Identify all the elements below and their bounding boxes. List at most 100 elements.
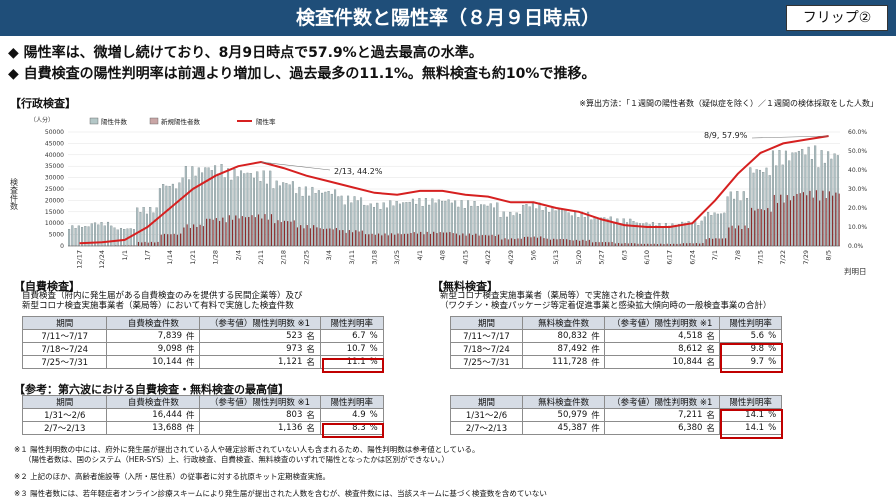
test-bar: [392, 205, 395, 247]
test-bar: [123, 228, 126, 247]
test-bar: [285, 183, 288, 247]
positive-bar: [637, 243, 639, 246]
test-bar: [191, 166, 194, 247]
positive-bar: [183, 227, 185, 246]
test-bar: [619, 223, 622, 247]
test-bar: [168, 186, 171, 247]
y-tick-label: 25000: [45, 186, 64, 193]
test-bar: [415, 203, 418, 247]
test-bar: [561, 209, 564, 247]
test-bar: [518, 213, 521, 247]
test-bar: [762, 172, 765, 247]
count-cell: 80,832: [521, 329, 591, 343]
x-tick-label: 7/8: [734, 250, 742, 260]
x-tick-label: 2/18: [280, 250, 288, 265]
period-cell: 7/25～7/31: [21, 355, 108, 369]
test-bar: [282, 182, 285, 247]
positive-bar: [614, 243, 616, 246]
test-bar: [171, 183, 174, 247]
positive-bar: [585, 240, 587, 246]
table-header-row: 期間 自費検査件数 （参考値）陽性判明数 ※1 陽性判明率: [21, 395, 385, 409]
positive-unit: 名: [305, 342, 321, 356]
positive-bar: [196, 226, 198, 246]
test-bar: [389, 200, 392, 247]
x-axis-label: 判明日: [844, 266, 867, 276]
test-bar: [746, 198, 749, 247]
positive-bar: [838, 193, 840, 246]
test-bar: [716, 213, 719, 247]
column-header: （参考値）陽性判明数 ※1: [604, 316, 721, 330]
positive-bar: [734, 228, 736, 246]
test-bar: [544, 207, 547, 247]
test-bar: [165, 185, 168, 247]
free-table: 期間 無料検査件数 （参考値）陽性判明数 ※1 陽性判明率 7/11～7/17 80,83…: [450, 316, 783, 369]
test-bar: [771, 150, 774, 247]
test-bar: [418, 198, 421, 247]
test-bar: [736, 191, 739, 247]
positive-bar: [150, 241, 153, 246]
y-tick-label: 20000: [45, 197, 64, 204]
test-bar: [778, 150, 781, 247]
x-tick-label: 3/4: [325, 250, 333, 260]
count-unit: 件: [590, 408, 606, 422]
positive-bar: [319, 228, 321, 246]
positive-bar: [617, 243, 620, 246]
positive-cell: 10,844: [604, 355, 706, 369]
test-bar: [249, 173, 252, 247]
positive-bar: [157, 241, 159, 246]
test-bar: [794, 152, 797, 247]
test-bar: [363, 204, 366, 247]
positive-cell: 6,380: [604, 421, 706, 435]
footnote-3: ※３ 陽性者数には、若年軽症者オンライン診療スキームにより発生届が提出された人数…: [14, 489, 547, 498]
positive-bar: [309, 228, 311, 246]
positive-bar: [277, 220, 279, 246]
test-bar: [136, 207, 139, 247]
test-bar: [175, 188, 178, 247]
positive-bar: [248, 216, 250, 246]
positive-bar: [212, 219, 214, 246]
test-bar: [324, 191, 327, 247]
test-bar: [548, 212, 551, 247]
test-bar: [784, 150, 787, 247]
positive-bar: [546, 238, 548, 246]
footnote-1: ※１ 陽性判明数の中には、府外に発生届が提出されている人や確定診断されていない人…: [14, 445, 480, 454]
positive-bar: [754, 210, 756, 246]
test-bar: [382, 202, 385, 247]
test-bar: [314, 193, 317, 247]
test-bar: [275, 180, 278, 247]
positive-bar: [351, 232, 354, 246]
positive-bar: [744, 225, 746, 246]
positive-bar: [543, 238, 545, 246]
test-bar: [836, 155, 839, 247]
positive-bar: [656, 244, 659, 246]
test-bar: [694, 220, 697, 247]
table-row: 7/11～7/17 7,839 件 523 名 6.7%: [21, 329, 384, 343]
test-bar: [674, 224, 677, 247]
test-bar: [600, 217, 603, 247]
test-bar: [587, 211, 590, 247]
positive-bar: [718, 238, 720, 246]
test-bar: [350, 202, 353, 247]
test-bar: [684, 222, 687, 247]
positive-bar: [218, 220, 221, 246]
positive-bar: [689, 243, 691, 246]
positive-bar: [215, 218, 217, 246]
table-header-row: 期間 無料検査件数 （参考値）陽性判明数 ※1 陽性判明率: [450, 395, 782, 409]
positive-bar: [296, 227, 298, 246]
positive-unit: 名: [305, 408, 321, 422]
positive-bar: [708, 238, 710, 246]
positive-bar: [653, 243, 655, 246]
positive-bar: [374, 234, 376, 246]
x-tick-label: 5/6: [529, 250, 537, 260]
test-bar: [132, 229, 135, 247]
positive-bar: [222, 217, 224, 246]
test-bar: [155, 207, 158, 247]
positive-bar: [747, 228, 749, 246]
count-unit: 件: [590, 342, 606, 356]
table-header-row: 期間 自費検査件数 （参考値）陽性判明数 ※1 陽性判明率: [21, 316, 385, 330]
x-tick-label: 2/11: [257, 250, 265, 265]
test-bar: [817, 167, 820, 247]
positive-bar: [666, 243, 668, 246]
y-axis-label: 検査件数: [10, 177, 19, 211]
selfpay-heading: 【自費検査】: [14, 280, 80, 293]
